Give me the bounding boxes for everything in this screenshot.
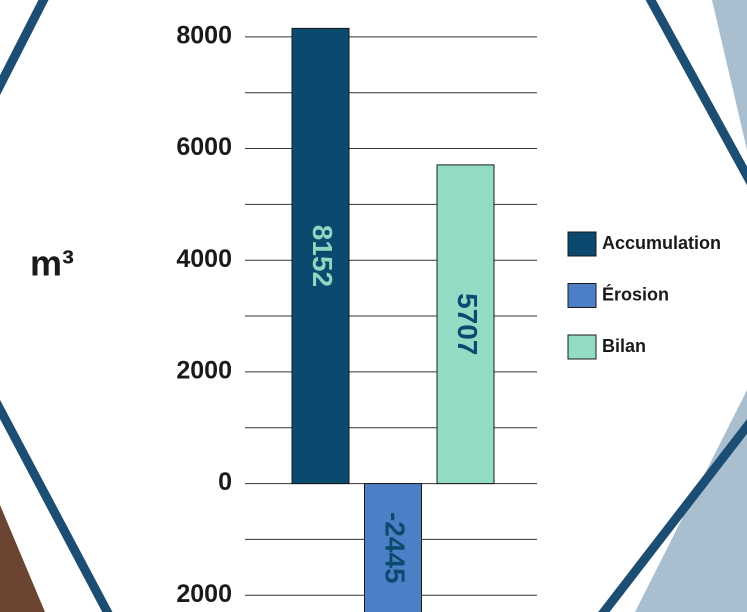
decor-line	[598, 419, 747, 612]
bar	[364, 483, 422, 612]
decor-photo	[0, 505, 45, 612]
y-tick-label: 2000	[176, 580, 232, 608]
y-tick-label: 0	[218, 468, 232, 496]
y-tick-label: 4000	[176, 245, 232, 273]
decor-line	[0, 0, 49, 96]
legend-swatch	[567, 231, 597, 257]
value-label: -2445	[380, 512, 411, 584]
legend-label: Accumulation	[602, 233, 721, 253]
value-label: 5707	[452, 293, 483, 355]
decor-line	[0, 399, 113, 612]
legend-label: Bilan	[602, 336, 646, 356]
bar	[291, 27, 350, 485]
y-tick-label: 2000	[176, 356, 232, 384]
decor-line	[645, 0, 747, 186]
bar	[436, 164, 495, 485]
y-axis-label: m³	[30, 243, 74, 284]
legend-swatch	[567, 334, 597, 360]
decor-panel	[712, 0, 747, 150]
y-tick-label: 6000	[176, 133, 232, 161]
value-label: 8152	[307, 225, 338, 287]
legend-label: Érosion	[602, 283, 669, 304]
y-tick-label: 8000	[176, 21, 232, 49]
legend-swatch	[567, 283, 597, 308]
